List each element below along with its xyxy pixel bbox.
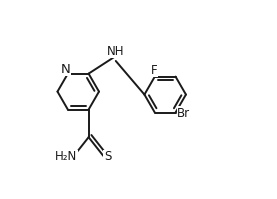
Text: F: F xyxy=(150,64,157,77)
Text: Br: Br xyxy=(177,107,190,120)
Text: S: S xyxy=(104,150,111,164)
Text: N: N xyxy=(61,63,70,76)
Text: H₂N: H₂N xyxy=(55,150,77,164)
Text: NH: NH xyxy=(107,45,125,58)
